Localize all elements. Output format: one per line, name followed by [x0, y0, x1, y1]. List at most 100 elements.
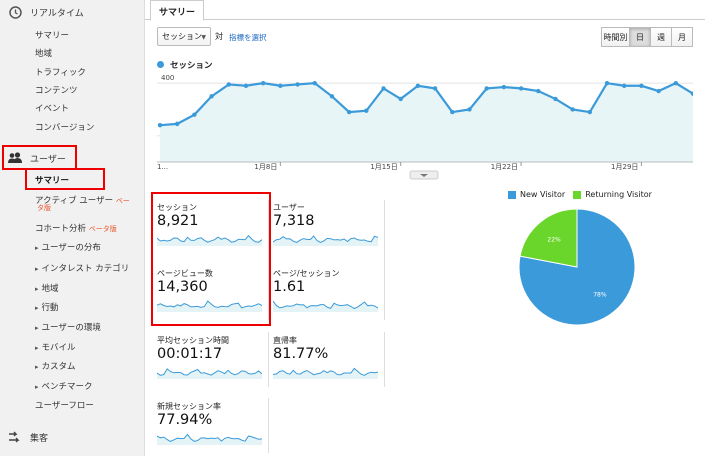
data-point[interactable] [398, 96, 403, 102]
scorecard-bounce-rate[interactable]: 直帰率 81.77% [273, 335, 381, 385]
data-point[interactable] [260, 80, 266, 86]
scorecard-value: 81.77% [273, 346, 329, 362]
scorecard-label: ページビュー数 [157, 269, 213, 278]
select-metric-link[interactable]: 指標を選択 [229, 33, 267, 42]
cohort-label: コホート分析 [35, 224, 87, 234]
data-point[interactable] [174, 121, 180, 127]
expand-triangle-icon: ▸ [35, 344, 39, 352]
data-point[interactable] [501, 84, 507, 90]
period-day-button[interactable]: 日 [629, 27, 651, 47]
period-week-button[interactable]: 週 [650, 27, 672, 47]
data-point[interactable] [690, 91, 693, 96]
sessions-pageviews-highlight-box [151, 192, 271, 326]
sparkline [157, 433, 262, 445]
sidebar-users-header[interactable]: ユーザー [8, 151, 66, 165]
data-point[interactable] [450, 109, 455, 115]
data-point[interactable] [518, 86, 524, 91]
sidebar-item-realtime-traffic[interactable]: トラフィック [35, 68, 86, 78]
sidebar-item-realtime-content[interactable]: コンテンツ [35, 86, 78, 96]
data-point[interactable] [226, 82, 231, 87]
sidebar-acquisition-header[interactable]: 集客 [8, 430, 48, 444]
data-point[interactable] [209, 94, 214, 99]
sidebar-item-benchmark[interactable]: ▸ ベンチマーク [35, 380, 93, 392]
chart-resize-handle[interactable] [409, 170, 439, 180]
x-tick-label: 1月8日 [254, 163, 277, 171]
x-tick-label: 1月22日 [491, 163, 518, 171]
sidebar-acquisition-title: 集客 [30, 433, 49, 444]
expand-triangle-icon: ▸ [35, 383, 39, 391]
sidebar-item-realtime-location[interactable]: 地域 [35, 49, 53, 59]
sidebar-item-behavior[interactable]: ▸ 行動 [35, 301, 59, 313]
metric-dropdown[interactable]: セッション ▼ [157, 27, 211, 46]
sidebar-item-realtime-conversions[interactable]: コンバージョン [35, 123, 95, 133]
data-point[interactable] [639, 83, 644, 88]
period-hourly-button[interactable]: 時間別 [601, 27, 630, 47]
clock-icon [8, 5, 22, 19]
visitor-pie-chart: 78% 22% [518, 208, 636, 326]
data-point[interactable] [329, 94, 335, 99]
data-point[interactable] [656, 88, 661, 94]
scorecard-pageviews[interactable]: ページビュー数 14,360 [157, 268, 265, 318]
sidebar-item-realtime-summary[interactable]: サマリー [35, 31, 70, 41]
sidebar-item-cohort[interactable]: コホート分析 ベータ版 [35, 222, 117, 234]
scorecard-sessions[interactable]: セッション 8,921 [157, 202, 265, 252]
scorecard-new-sessions[interactable]: 新規セッション率 77.94% [157, 401, 265, 451]
data-point[interactable] [415, 83, 421, 88]
data-point[interactable] [243, 83, 249, 88]
sidebar-item-geo[interactable]: ▸ 地域 [35, 282, 59, 294]
data-point[interactable] [536, 88, 541, 94]
scorecard-pages-per-session[interactable]: ページ/セッション 1.61 [273, 268, 381, 318]
technology-label: ユーザーの環境 [41, 323, 101, 333]
y-tick-label: 400 [161, 74, 174, 82]
summary-highlight-box [25, 168, 105, 190]
data-point[interactable] [364, 108, 369, 113]
sidebar-item-technology[interactable]: ▸ ユーザーの環境 [35, 321, 101, 333]
sparkline [157, 234, 262, 246]
sparkline-area [273, 236, 378, 246]
data-point[interactable] [157, 123, 163, 128]
interests-label: インタレスト カテゴリ [41, 264, 130, 274]
pie-slice-new-visitor[interactable] [518, 208, 636, 326]
data-point[interactable] [604, 80, 610, 86]
sidebar-item-users-summary[interactable]: サマリー [35, 176, 70, 186]
sidebar-item-realtime-events[interactable]: イベント [35, 104, 70, 114]
sparkline-line [273, 235, 378, 243]
data-point[interactable] [622, 83, 627, 88]
scorecard-value: 00:01:17 [157, 346, 223, 362]
sidebar-item-userflow[interactable]: ユーザーフロー [35, 401, 94, 411]
data-point[interactable] [432, 86, 438, 91]
sidebar-item-interests[interactable]: ▸ インタレスト カテゴリ [35, 262, 129, 274]
sidebar-realtime-header[interactable]: リアルタイム [8, 5, 84, 19]
pie-slice-returning-visitor[interactable] [519, 208, 578, 268]
data-point[interactable] [570, 107, 575, 112]
data-point[interactable] [192, 112, 197, 117]
sidebar-item-demographics[interactable]: ▸ ユーザーの分布 [35, 241, 101, 253]
data-point[interactable] [278, 83, 283, 88]
data-point[interactable] [484, 86, 489, 91]
sidebar-item-active-users[interactable]: アクティブ ユーザー ベー [35, 194, 130, 206]
scorecard-users[interactable]: ユーザー 7,318 [273, 202, 381, 252]
pie-slice-label: 22% [547, 236, 561, 243]
sparkline-area [157, 434, 262, 445]
divider [268, 398, 269, 453]
sidebar-item-custom[interactable]: ▸ カスタム [35, 360, 76, 372]
scorecard-avg-session-duration[interactable]: 平均セッション時間 00:01:17 [157, 335, 265, 385]
data-point[interactable] [295, 82, 300, 87]
scorecard-label: 新規セッション率 [157, 402, 221, 411]
series-area [160, 83, 693, 162]
data-point[interactable] [312, 80, 317, 86]
data-point[interactable] [346, 109, 352, 115]
data-point[interactable] [381, 86, 386, 91]
data-point[interactable] [467, 107, 472, 112]
tab-summary[interactable]: サマリー [150, 0, 205, 21]
sparkline-area [157, 368, 262, 379]
data-point[interactable] [587, 109, 593, 115]
x-tick-label: 1月29日 [611, 163, 638, 171]
data-point[interactable] [673, 80, 679, 86]
data-point[interactable] [553, 96, 558, 102]
period-month-button[interactable]: 月 [671, 27, 693, 47]
x-tick-label: 1... [157, 163, 168, 171]
sidebar-item-mobile[interactable]: ▸ モバイル [35, 341, 76, 353]
custom-label: カスタム [41, 362, 76, 372]
